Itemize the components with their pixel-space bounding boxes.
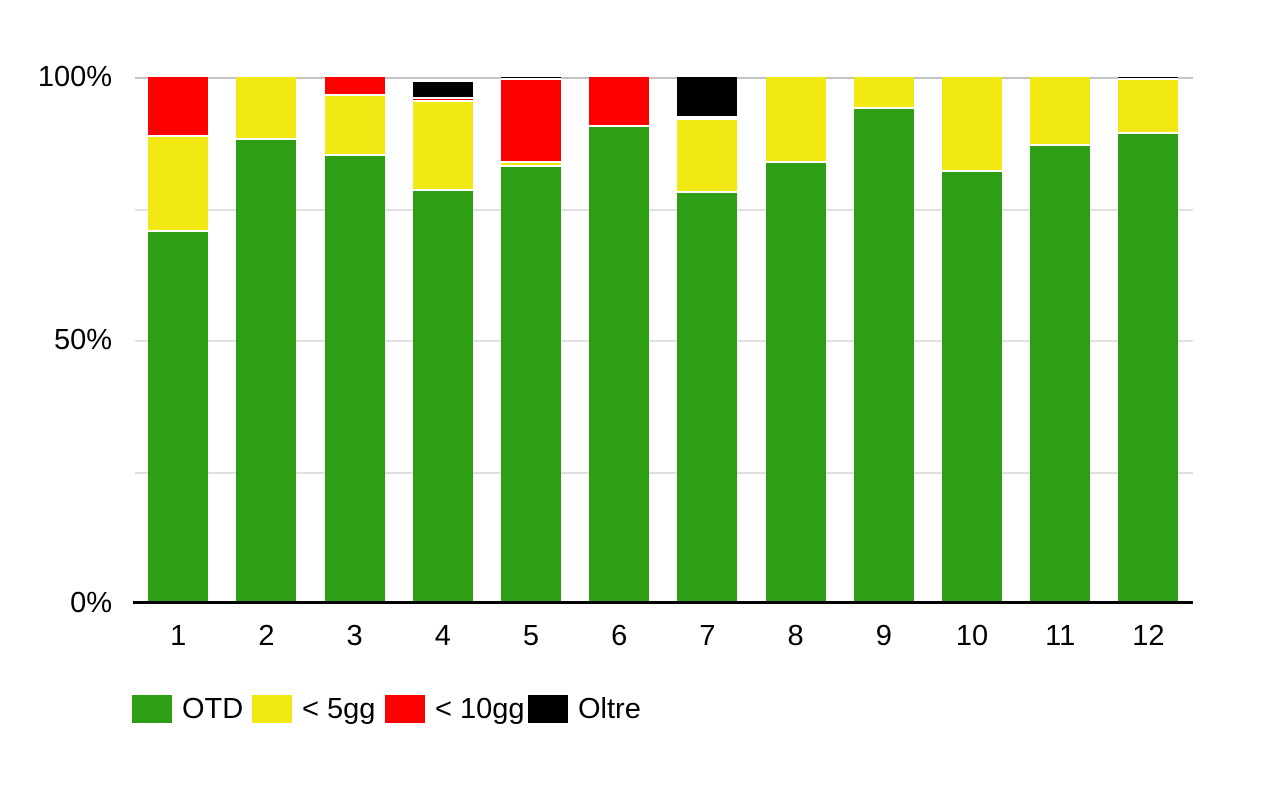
- gridline-50: [135, 340, 1193, 342]
- bar-segment-11-5gg: [1030, 77, 1091, 146]
- bar-segment-1-10gg: [148, 77, 209, 137]
- legend-label: < 5gg: [302, 693, 376, 725]
- y-axis-tick-label-0: 0%: [70, 587, 112, 619]
- x-axis-tick-label-6: 6: [611, 620, 628, 652]
- bar-segment-10-otd: [942, 172, 1002, 603]
- legend-item-5gg: < 5gg: [252, 691, 375, 727]
- bar-segment-4-oltre: [412, 81, 473, 100]
- x-axis-tick-label-1: 1: [170, 620, 187, 652]
- bar-segment-6-10gg: [589, 77, 650, 127]
- bar-segment-3-otd: [324, 155, 385, 603]
- bar-segment-2-otd: [236, 140, 297, 603]
- bar-segment-4-otd: [412, 191, 473, 603]
- y-axis-tick-label-100: 100%: [37, 61, 112, 93]
- bar-segment-5-10gg: [501, 80, 561, 164]
- bar-column-6: [589, 77, 650, 603]
- bar-column-8: [765, 77, 826, 603]
- bar-segment-4-5gg: [412, 101, 473, 192]
- bar-segment-12-otd: [1118, 133, 1179, 603]
- bar-segment-11-otd: [1030, 145, 1091, 603]
- legend-label: OTD: [182, 693, 244, 725]
- x-axis-tick-label-3: 3: [346, 620, 363, 652]
- bar-column-7: [677, 77, 738, 603]
- bar-segment-1-otd: [148, 232, 209, 603]
- gridline-25: [135, 471, 1193, 474]
- x-axis-tick-label-5: 5: [522, 620, 540, 652]
- bar-segment-6-otd: [589, 126, 650, 603]
- bar-segment-4-10gg: [412, 99, 473, 102]
- x-axis-tick-label-8: 8: [787, 620, 804, 652]
- bar-column-5: [501, 77, 561, 603]
- bar-segment-10-5gg: [942, 77, 1002, 173]
- bar-segment-7-otd: [677, 193, 738, 603]
- bar-segment-7-5gg: [677, 120, 738, 194]
- plot-area: [135, 77, 1193, 603]
- bar-segment-3-10gg: [324, 77, 385, 96]
- bar-column-1: [148, 77, 209, 603]
- x-axis-line: [133, 601, 1193, 604]
- bar-segment-9-otd: [853, 108, 914, 603]
- gridline-75: [135, 208, 1193, 211]
- x-axis-tick-label-7: 7: [699, 620, 716, 652]
- x-axis-tick-label-4: 4: [434, 620, 451, 652]
- bar-column-9: [853, 77, 914, 603]
- bar-column-4: [412, 77, 473, 603]
- legend-item-10gg: < 10gg: [385, 691, 525, 727]
- bar-segment-3-5gg: [324, 95, 385, 156]
- bar-column-10: [942, 77, 1002, 603]
- x-axis-tick-label-11: 11: [1045, 620, 1076, 652]
- bar-segment-7-oltre: [677, 77, 738, 119]
- bar-column-11: [1030, 77, 1091, 603]
- bar-segment-12-oltre: [1118, 77, 1179, 81]
- legend-swatch-oltre: [528, 695, 568, 723]
- bar-segment-2-5gg: [236, 77, 297, 141]
- legend-label: Oltre: [578, 693, 641, 725]
- legend-item-otd: OTD: [132, 691, 243, 727]
- bar-column-2: [236, 77, 297, 603]
- legend-swatch-5gg: [252, 695, 292, 723]
- bar-segment-8-otd: [765, 162, 826, 603]
- legend-item-oltre: Oltre: [528, 691, 641, 727]
- legend-label: < 10gg: [435, 693, 525, 725]
- legend-swatch-otd: [132, 695, 172, 723]
- bar-segment-5-otd: [501, 166, 561, 603]
- legend-swatch-10gg: [385, 695, 425, 723]
- x-axis-tick-label-9: 9: [875, 620, 892, 652]
- bar-segment-8-5gg: [765, 77, 826, 163]
- x-axis-tick-label-10: 10: [955, 620, 989, 652]
- y-axis-tick-label-50: 50%: [53, 324, 112, 356]
- bar-segment-12-5gg: [1118, 80, 1179, 134]
- bar-segment-9-5gg: [853, 77, 914, 109]
- bar-segment-7-10gg: [677, 118, 738, 121]
- gridline-100: [135, 77, 1193, 79]
- bar-segment-1-5gg: [148, 136, 209, 233]
- x-axis-tick-label-2: 2: [258, 620, 275, 652]
- legend: OTD < 5gg < 10gg Oltre: [0, 691, 1264, 727]
- bar-segment-5-oltre: [501, 77, 561, 81]
- bar-column-12: [1118, 77, 1179, 603]
- bar-column-3: [324, 77, 385, 603]
- x-axis-tick-label-12: 12: [1132, 620, 1165, 652]
- bar-segment-5-5gg: [501, 163, 561, 167]
